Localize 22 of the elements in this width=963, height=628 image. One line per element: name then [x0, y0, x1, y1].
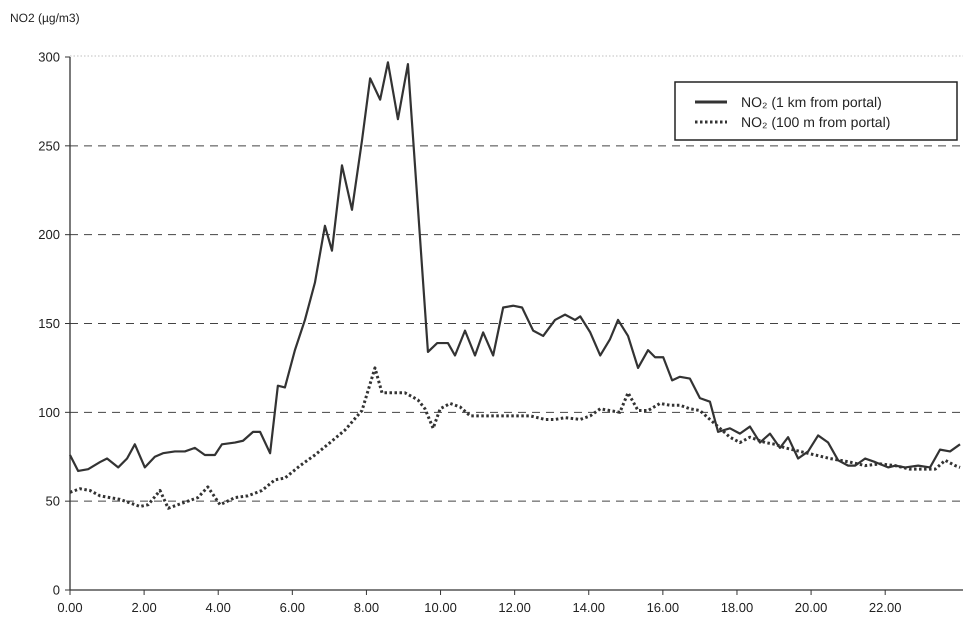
x-tick-label: 2.00	[131, 600, 157, 615]
x-tick-label: 14.00	[572, 600, 606, 615]
y-tick-label: 100	[38, 404, 60, 420]
y-tick-label: 300	[38, 50, 60, 65]
y-tick-label: 250	[38, 138, 60, 154]
x-tick-label: 10.00	[424, 600, 457, 615]
x-tick-label: 8.00	[354, 600, 380, 615]
y-axis-title: NO2 (µg/m3)	[10, 11, 80, 25]
x-tick-label: 20.00	[794, 600, 828, 615]
legend-label: NO₂ (100 m from portal)	[741, 114, 890, 130]
y-tick-label: 50	[46, 494, 60, 509]
x-tick-label: 12.00	[498, 600, 531, 615]
y-tick-label: 200	[38, 227, 60, 242]
x-tick-label: 16.00	[646, 600, 680, 615]
x-tick-label: 0.00	[57, 600, 83, 615]
x-tick-label: 18.00	[720, 600, 754, 615]
y-tick-label: 0	[52, 582, 60, 598]
x-tick-label: 22.00	[868, 600, 902, 615]
x-tick-label: 4.00	[206, 600, 231, 615]
y-tick-label: 150	[38, 316, 60, 332]
legend-label: NO₂ (1 km from portal)	[741, 94, 882, 110]
x-tick-label: 6.00	[280, 600, 305, 615]
